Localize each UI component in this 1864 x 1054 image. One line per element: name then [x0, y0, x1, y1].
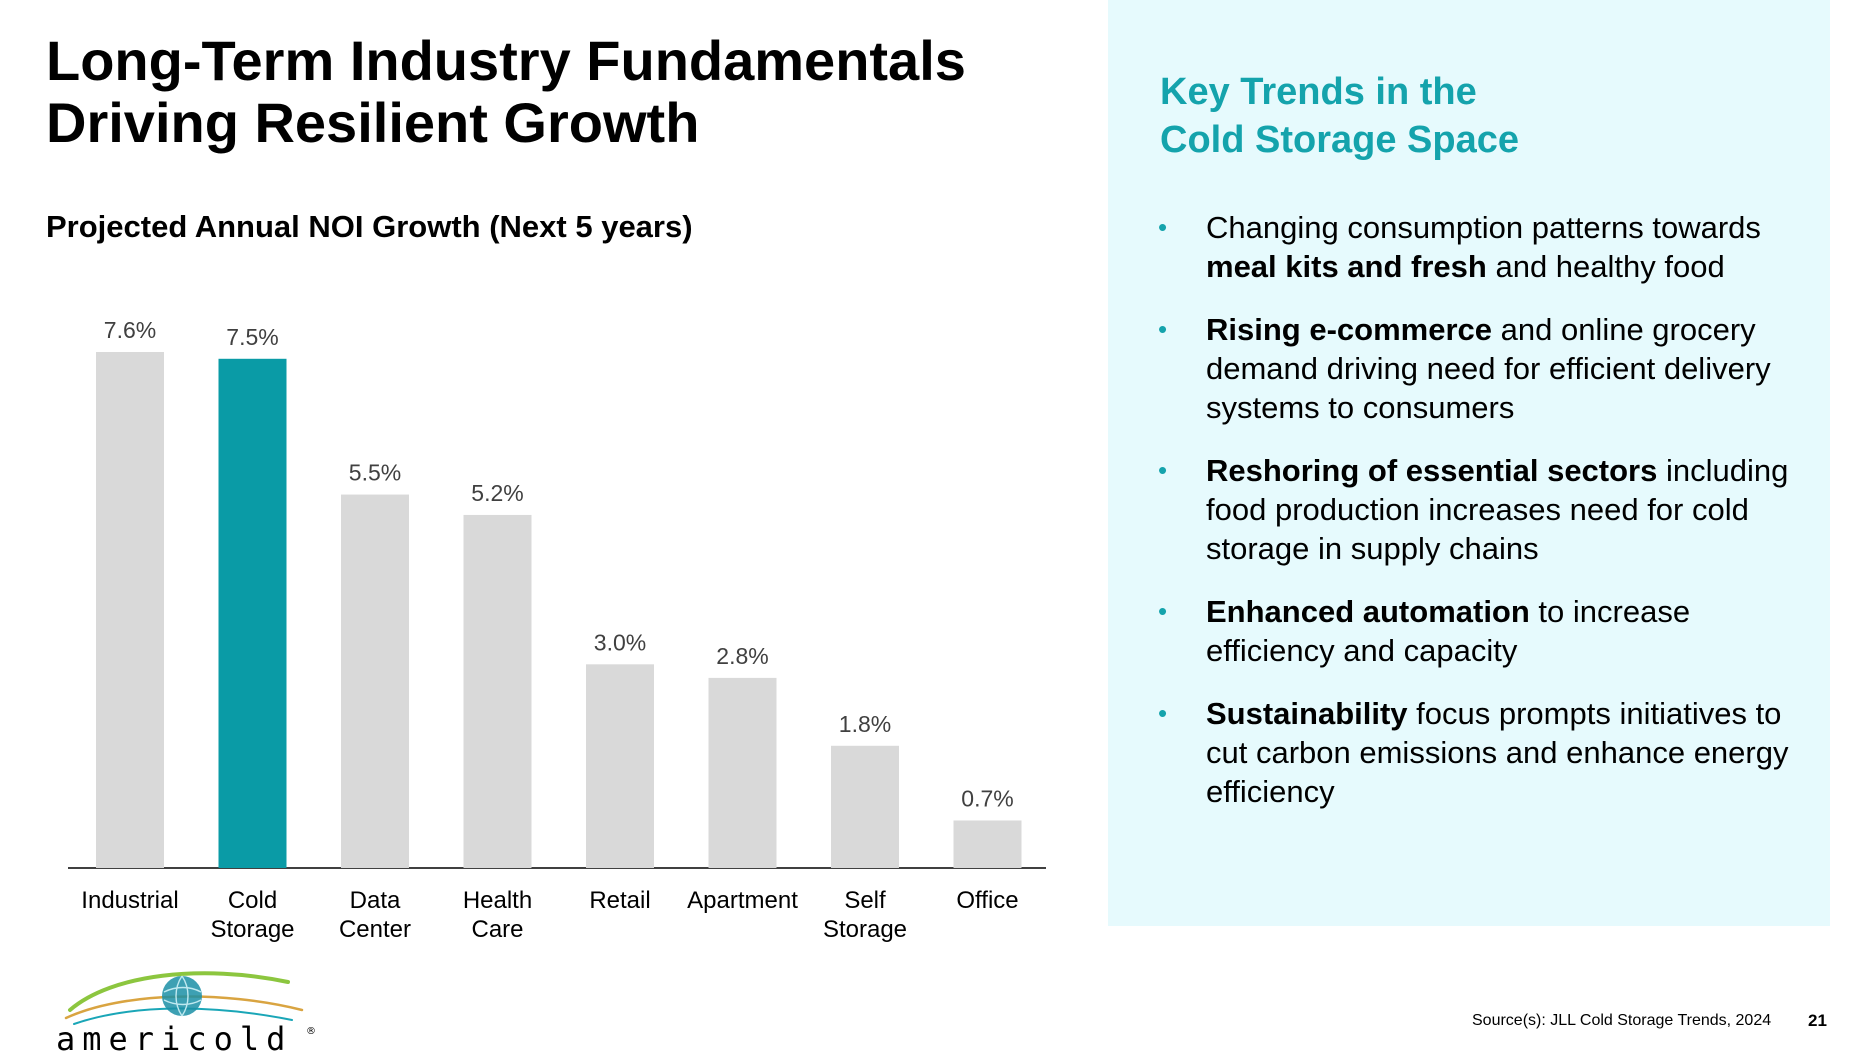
trend-item: • Enhanced automation to increase effici…	[1158, 592, 1798, 670]
bullet-icon: •	[1158, 314, 1168, 344]
category-label: Retail	[589, 887, 650, 914]
logo-wordmark: americold	[56, 1020, 292, 1054]
trend-text: to increase efficiency and capacity	[1206, 594, 1691, 668]
data-label: 5.2%	[471, 480, 523, 506]
trend-bold: Sustainability	[1206, 696, 1408, 731]
trend-bold: Enhanced automation	[1206, 594, 1530, 629]
data-label: 1.8%	[839, 711, 891, 737]
trend-item: • Sustainability focus prompts initiativ…	[1158, 694, 1798, 811]
bar-industrial	[96, 352, 164, 868]
logo-globe-icon	[162, 976, 202, 1016]
panel-title-line-1: Key Trends in the	[1160, 71, 1477, 113]
bullet-icon: •	[1158, 698, 1168, 728]
bar-office	[953, 820, 1022, 868]
panel-title-line-2: Cold Storage Space	[1160, 119, 1519, 161]
slide-title: Long-Term Industry Fundamentals Driving …	[46, 30, 1046, 154]
category-label: Apartment	[687, 887, 798, 914]
data-label: 7.6%	[104, 317, 156, 343]
panel-title: Key Trends in the Cold Storage Space	[1160, 68, 1519, 164]
americold-logo: americold ®	[56, 971, 316, 1054]
trend-bold: Reshoring of essential sectors	[1206, 453, 1658, 488]
bullet-icon: •	[1158, 596, 1168, 626]
trend-bold: Rising e-commerce	[1206, 312, 1492, 347]
trend-text: focus prompts initiatives to cut carbon …	[1206, 696, 1789, 809]
trend-list: • Changing consumption patterns towards …	[1158, 208, 1798, 835]
trend-item: • Changing consumption patterns towards …	[1158, 208, 1798, 286]
source-note: Source(s): JLL Cold Storage Trends, 2024	[1472, 1012, 1772, 1029]
category-label: Health Care	[463, 887, 532, 943]
page-number: 21	[1808, 1011, 1827, 1030]
bar-data-center	[341, 494, 409, 868]
bar-cold-storage	[218, 358, 287, 868]
key-trends-panel: Key Trends in the Cold Storage Space • C…	[1108, 0, 1830, 926]
bullet-icon: •	[1158, 455, 1168, 485]
noi-growth-bar-chart: 7.6% Industrial 7.5% Cold Storage 5.5% Data Cen…	[68, 317, 1046, 943]
data-label: 0.7%	[961, 785, 1013, 811]
data-label: 7.5%	[226, 324, 278, 350]
trend-bold: meal kits and fresh	[1206, 249, 1487, 284]
category-label: Industrial	[81, 887, 178, 914]
logo-registered-mark: ®	[306, 1026, 316, 1037]
slide-title-line-2: Driving Resilient Growth	[46, 91, 700, 154]
logo-swoosh-green	[68, 971, 290, 1012]
category-label: Self Storage	[823, 887, 907, 943]
trend-item: • Rising e-commerce and online grocery d…	[1158, 310, 1798, 427]
trend-item: • Reshoring of essential sectors includi…	[1158, 451, 1798, 568]
trend-text: and online grocery demand driving need f…	[1206, 312, 1771, 425]
bar-health-care	[463, 514, 532, 868]
trend-text: including food production increases need…	[1206, 453, 1789, 566]
data-label: 5.5%	[349, 460, 401, 486]
bar-self-storage	[831, 745, 899, 868]
category-label: Office	[956, 887, 1018, 914]
bullet-icon: •	[1158, 212, 1168, 242]
bar-apartment	[708, 677, 777, 868]
category-label: Data Center	[339, 887, 411, 943]
slide-title-line-1: Long-Term Industry Fundamentals	[46, 29, 966, 92]
chart-title: Projected Annual NOI Growth (Next 5 year…	[46, 209, 693, 244]
bar-retail	[586, 664, 654, 868]
category-label: Cold Storage	[210, 887, 294, 943]
data-label: 2.8%	[716, 643, 768, 669]
trend-text-tail: and healthy food	[1486, 249, 1725, 284]
trend-text: Changing consumption patterns towards	[1206, 210, 1761, 245]
data-label: 3.0%	[594, 629, 646, 655]
